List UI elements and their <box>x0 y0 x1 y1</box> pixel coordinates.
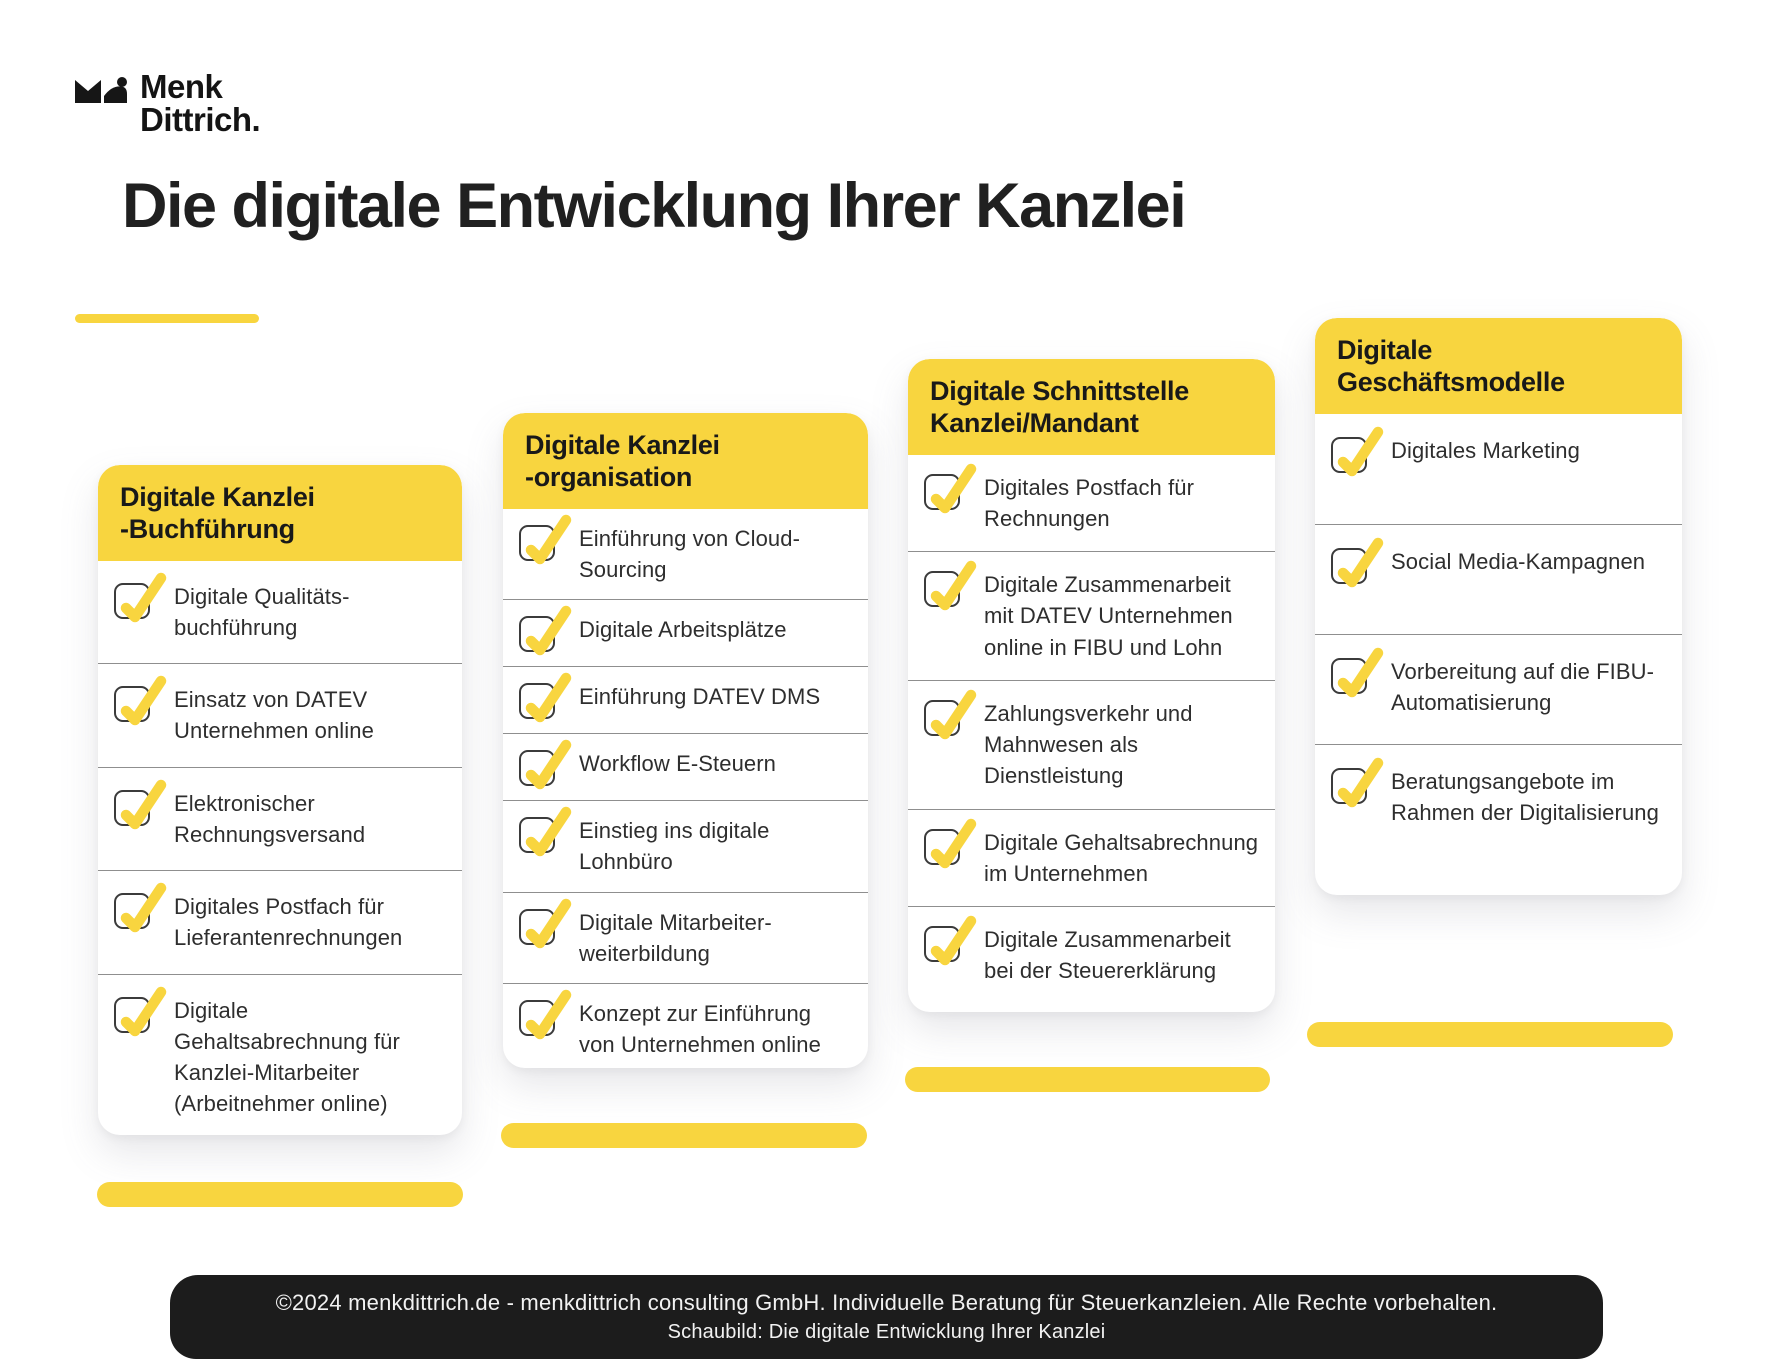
checklist-item-label: Elektronischer Rechnungsversand <box>174 790 366 847</box>
category-card: Digitale Kanzlei -organisation Einführun… <box>503 413 868 1068</box>
checklist-item-label: Digitale Arbeitsplätze <box>579 617 787 643</box>
checked-checkbox-icon[interactable] <box>924 463 977 513</box>
checklist-item-label: Digitale Qualitäts-buchführung <box>174 583 350 640</box>
category-card: Digitale Kanzlei -Buchführung Digitale Q… <box>98 465 462 1135</box>
checklist-item-label: Social Media-Kampagnen <box>1391 548 1646 574</box>
checked-checkbox-icon[interactable] <box>924 689 977 740</box>
checklist-item-label: Einsatz von DATEV Unternehmen online <box>174 687 374 744</box>
checked-checkbox-icon[interactable] <box>519 806 572 857</box>
logo-word-2: Dittrich. <box>140 101 261 138</box>
checked-checkbox-icon[interactable] <box>114 779 167 829</box>
step-bar-2 <box>501 1123 867 1148</box>
checked-checkbox-icon[interactable] <box>924 818 977 868</box>
checklist-item[interactable]: Digitale Gehaltsabrechnung für Kanzlei-M… <box>98 973 462 1135</box>
checklist-item-label: Digitales Postfach für Rechnungen <box>984 474 1195 531</box>
logo-word-1: Menk <box>140 68 223 105</box>
checked-checkbox-icon[interactable] <box>114 675 167 726</box>
category-header-line-1: Digitale <box>1337 335 1433 365</box>
step-bar-3 <box>905 1067 1270 1092</box>
category-header-line-1: Digitale Kanzlei <box>120 482 315 512</box>
checklist-item[interactable]: Einführung von Cloud-Sourcing <box>503 509 868 599</box>
checklist-item[interactable]: Einführung DATEV DMS <box>503 666 868 733</box>
category-header: Digitale Geschäftsmodelle <box>1315 318 1682 414</box>
checklist-item[interactable]: Digitale Zusammenarbeit bei der Steuerer… <box>908 906 1275 1003</box>
checklist-item[interactable]: Konzept zur Einführung von Unternehmen o… <box>503 983 868 1068</box>
checklist-item-label: Digitale Zusammenarbeit bei der Steuerer… <box>984 927 1231 984</box>
category-header: Digitale Schnittstelle Kanzlei/Mandant <box>908 359 1275 455</box>
checked-checkbox-icon[interactable] <box>519 605 572 656</box>
checked-checkbox-icon[interactable] <box>519 514 572 564</box>
checklist-item-label: Digitale Gehaltsabrechnung im Unternehme… <box>984 829 1259 886</box>
checklist-item[interactable]: Einsatz von DATEV Unternehmen online <box>98 663 462 766</box>
checked-checkbox-icon[interactable] <box>1331 647 1384 697</box>
category-header-line-2: -Buchführung <box>120 513 295 544</box>
checklist-item[interactable]: Social Media-Kampagnen <box>1315 523 1682 634</box>
checklist-item-label: Vorbereitung auf die FIBU-Automatisierun… <box>1391 658 1655 715</box>
category-header-line-1: Digitale Schnittstelle <box>930 376 1189 406</box>
category-header-line-2: Geschäftsmodelle <box>1337 366 1565 397</box>
checklist-item[interactable]: Einstieg ins digitale Lohnbüro <box>503 800 868 891</box>
checklist-item[interactable]: Elektronischer Rechnungsversand <box>98 766 462 870</box>
checked-checkbox-icon[interactable] <box>519 672 572 723</box>
checked-checkbox-icon[interactable] <box>1331 426 1384 476</box>
checklist-item-label: Zahlungsverkehr und Mahnwesen als Dienst… <box>984 700 1193 789</box>
checked-checkbox-icon[interactable] <box>1331 537 1384 587</box>
checklist-item[interactable]: Workflow E-Steuern <box>503 733 868 800</box>
checklist-item[interactable]: Beratungsangebote im Rahmen der Digitali… <box>1315 743 1682 854</box>
checked-checkbox-icon[interactable] <box>924 560 977 611</box>
checklist-item[interactable]: Digitale Mitarbeiter-weiterbildung <box>503 891 868 983</box>
checklist-item[interactable]: Vorbereitung auf die FIBU-Automatisierun… <box>1315 633 1682 744</box>
checklist-item-label: Digitale Mitarbeiter-weiterbildung <box>579 909 772 966</box>
footer-subtitle: Schaubild: Die digitale Entwicklung Ihre… <box>667 1321 1106 1343</box>
checked-checkbox-icon[interactable] <box>519 989 572 1040</box>
checklist: Digitales Postfach für Rechnungen Digita… <box>908 455 1275 1004</box>
checklist-item[interactable]: Digitale Gehaltsabrechnung im Unternehme… <box>908 808 1275 906</box>
checklist-item-label: Einstieg ins digitale Lohnbüro <box>579 818 770 875</box>
checklist-item[interactable]: Digitale Arbeitsplätze <box>503 599 868 666</box>
category-header: Digitale Kanzlei -Buchführung <box>98 465 462 561</box>
checklist-item[interactable]: Digitale Qualitäts-buchführung <box>98 561 462 663</box>
footer-copyright: ©2024 menkdittrich.de - menkdittrich con… <box>275 1290 1498 1315</box>
category-header-line-1: Digitale Kanzlei <box>525 430 720 460</box>
category-header: Digitale Kanzlei -organisation <box>503 413 868 509</box>
category-card: Digitale Geschäftsmodelle Digitales Mark… <box>1315 318 1682 895</box>
menk-dittrich-logo-icon <box>75 77 127 103</box>
checked-checkbox-icon[interactable] <box>114 882 167 933</box>
checklist: Einführung von Cloud-Sourcing Digitale A… <box>503 509 868 1068</box>
step-bar-1 <box>97 1182 463 1207</box>
category-header-line-2: -organisation <box>525 461 693 492</box>
checklist-item-label: Workflow E-Steuern <box>579 751 777 777</box>
checklist-item-label: Einführung DATEV DMS <box>579 684 821 710</box>
checked-checkbox-icon[interactable] <box>924 915 977 966</box>
category-card: Digitale Schnittstelle Kanzlei/Mandant D… <box>908 359 1275 1012</box>
checklist: Digitales Marketing Social Media-Kampagn… <box>1315 414 1682 854</box>
checklist-item-label: Konzept zur Einführung von Unternehmen o… <box>579 1001 821 1068</box>
checked-checkbox-icon[interactable] <box>114 986 167 1036</box>
checklist-item[interactable]: Digitales Postfach für Rechnungen <box>908 455 1275 551</box>
checklist-item-label: Digitales Marketing <box>1391 437 1580 463</box>
checklist-item-label: Einführung von Cloud-Sourcing <box>579 525 801 582</box>
page-title: Die digitale Entwicklung Ihrer Kanzlei <box>122 171 1187 241</box>
logo-wordmark: Menk Dittrich. <box>140 68 261 138</box>
logo: Menk Dittrich. <box>75 58 395 148</box>
checked-checkbox-icon[interactable] <box>1331 757 1384 807</box>
checklist-item-label: Digitale Gehaltsabrechnung für Kanzlei-M… <box>174 997 400 1117</box>
checked-checkbox-icon[interactable] <box>519 739 572 790</box>
checklist: Digitale Qualitäts-buchführung Einsatz v… <box>98 561 462 1135</box>
checklist-item-label: Beratungsangebote im Rahmen der Digitali… <box>1391 768 1659 825</box>
checklist-item[interactable]: Zahlungsverkehr und Mahnwesen als Dienst… <box>908 679 1275 809</box>
step-bar-4 <box>1307 1022 1673 1047</box>
checked-checkbox-icon[interactable] <box>519 898 572 948</box>
title-underline-bar <box>75 314 259 323</box>
checked-checkbox-icon[interactable] <box>114 572 167 622</box>
checklist-item-label: Digitale Zusammenarbeit mit DATEV Untern… <box>984 572 1233 660</box>
checklist-item[interactable]: Digitale Zusammenarbeit mit DATEV Untern… <box>908 551 1275 680</box>
checklist-item-label: Digitales Postfach für Lieferantenrechnu… <box>174 894 403 951</box>
checklist-item[interactable]: Digitales Postfach für Lieferantenrechnu… <box>98 870 462 973</box>
checklist-item[interactable]: Digitales Marketing <box>1315 414 1682 524</box>
footer: ©2024 menkdittrich.de - menkdittrich con… <box>170 1275 1603 1359</box>
category-header-line-2: Kanzlei/Mandant <box>930 407 1139 438</box>
